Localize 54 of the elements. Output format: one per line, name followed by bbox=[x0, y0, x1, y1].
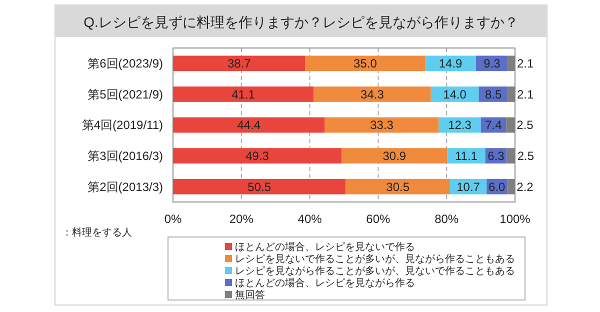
legend-label: 無回答 bbox=[235, 289, 265, 301]
data-label: 11.1 bbox=[455, 149, 478, 163]
x-tick-label: 20% bbox=[229, 212, 254, 226]
y-tick-label: 第4回(2019/11) bbox=[82, 118, 163, 132]
x-tick-label: 80% bbox=[434, 212, 459, 226]
data-label: 41.1 bbox=[232, 87, 256, 102]
data-label: 30.5 bbox=[386, 180, 410, 194]
legend-label: ほとんどの場合、レシピを見ながら作る bbox=[235, 277, 415, 289]
legend-label: レシピを見ないで作ることが多いが、見ながら作ることもある bbox=[235, 253, 515, 265]
text: ：料理をする人 bbox=[62, 226, 132, 238]
x-tick-label: 60% bbox=[366, 212, 391, 226]
data-label: 9.3 bbox=[484, 56, 501, 71]
data-label: 2.1 bbox=[517, 56, 534, 71]
data-label: 6.0 bbox=[488, 180, 506, 194]
bar bbox=[324, 117, 439, 133]
data-label: 12.3 bbox=[448, 118, 472, 132]
data-label: 33.3 bbox=[370, 118, 394, 132]
data-label: 44.4 bbox=[237, 118, 261, 132]
x-tick-label: 0% bbox=[164, 212, 182, 226]
bar bbox=[173, 117, 325, 133]
bar bbox=[305, 56, 426, 72]
data-label: 30.9 bbox=[382, 149, 406, 163]
data-label: 2.1 bbox=[517, 87, 534, 102]
data-label: 38.7 bbox=[227, 56, 252, 71]
data-label: 35.0 bbox=[354, 56, 378, 71]
bar bbox=[173, 86, 314, 102]
x-tick-label: 100% bbox=[500, 212, 531, 226]
y-tick-label: 第6回(2023/9) bbox=[88, 56, 163, 71]
data-label: 14.9 bbox=[438, 56, 463, 71]
y-tick-label: 第5回(2021/9) bbox=[88, 87, 163, 102]
data-label: 7.4 bbox=[485, 118, 502, 132]
legend-label: ほとんどの場合、レシピを見ないで作る bbox=[235, 241, 415, 253]
data-label: 49.3 bbox=[246, 149, 270, 163]
bar bbox=[346, 178, 450, 194]
y-tick-label: 第2回(2013/3) bbox=[88, 180, 163, 194]
data-label: 10.7 bbox=[456, 180, 480, 194]
bar bbox=[425, 56, 476, 72]
legend-label: レシピを見ながら作ることが多いが、見ないで作ることもある bbox=[235, 265, 515, 277]
x-tick-label: 40% bbox=[298, 212, 322, 226]
data-label: 2.2 bbox=[516, 180, 534, 194]
bar bbox=[173, 148, 342, 164]
y-tick-label: 第3回(2016/3) bbox=[88, 149, 163, 163]
data-label: 2.5 bbox=[516, 118, 534, 132]
bar bbox=[173, 178, 346, 194]
bar bbox=[314, 86, 431, 102]
bar bbox=[173, 56, 306, 72]
data-label: 2.5 bbox=[517, 149, 534, 163]
bar bbox=[342, 148, 448, 164]
data-label: 14.0 bbox=[443, 87, 467, 102]
data-label: 50.5 bbox=[248, 180, 272, 194]
data-label: 8.5 bbox=[484, 87, 502, 102]
data-label: 6.3 bbox=[488, 149, 505, 163]
chart-title: Q.レシピを見ずに料理を作りますか？レシピを見ながら作りますか？ bbox=[84, 14, 518, 30]
data-label: 34.3 bbox=[360, 87, 384, 102]
